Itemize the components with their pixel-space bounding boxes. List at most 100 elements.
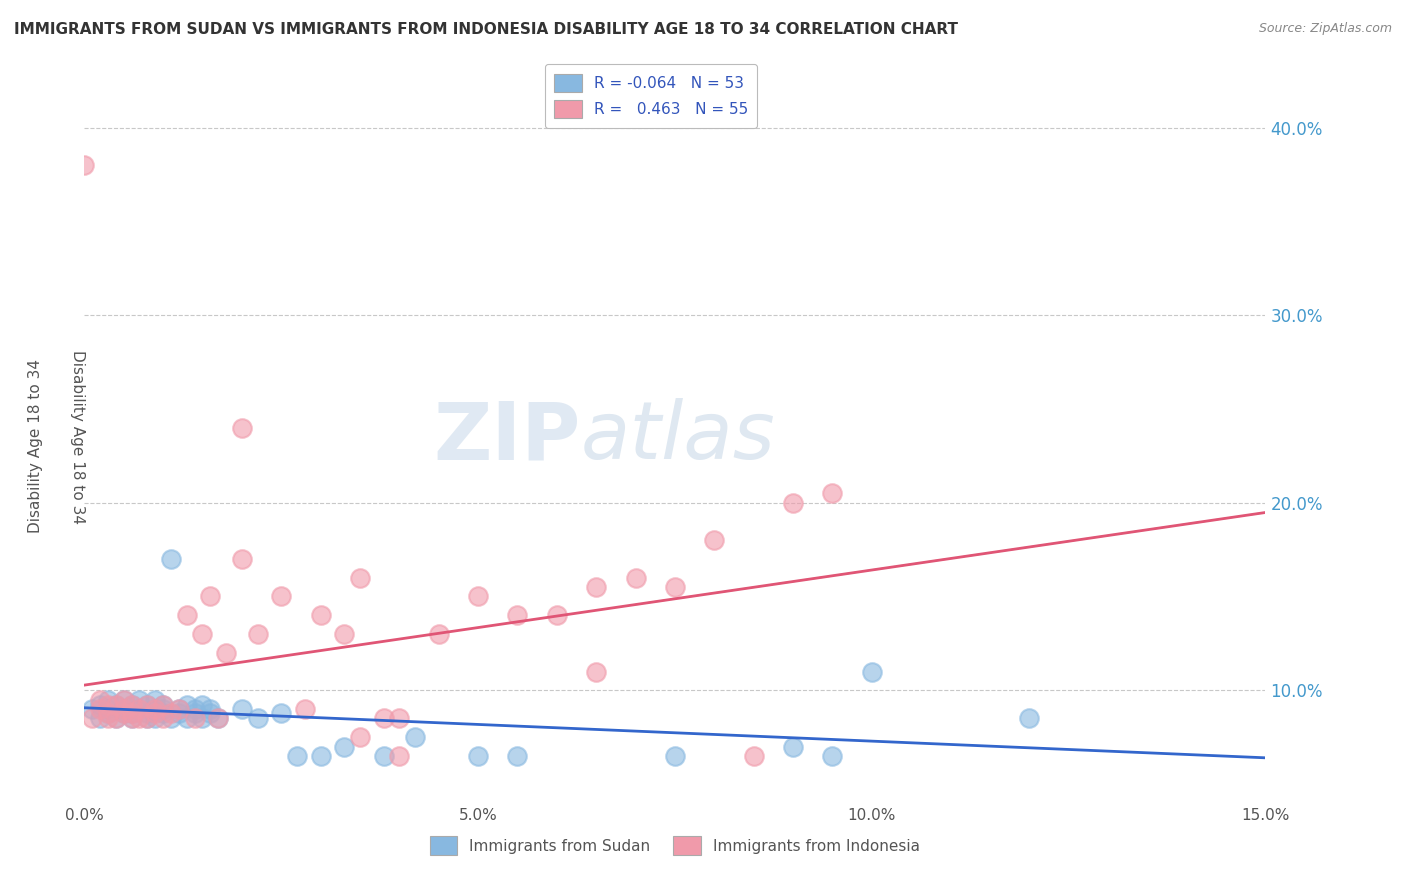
Legend: Immigrants from Sudan, Immigrants from Indonesia: Immigrants from Sudan, Immigrants from I… bbox=[423, 830, 927, 861]
Point bbox=[703, 533, 725, 548]
Point bbox=[176, 608, 198, 623]
Point bbox=[143, 692, 166, 706]
Point bbox=[160, 552, 183, 566]
Point bbox=[664, 748, 686, 763]
Point bbox=[89, 711, 111, 725]
Point bbox=[309, 748, 332, 763]
Point bbox=[104, 711, 127, 725]
Point bbox=[121, 698, 143, 713]
Point bbox=[349, 571, 371, 585]
Point bbox=[136, 711, 159, 725]
Point bbox=[467, 748, 489, 763]
Point bbox=[97, 692, 120, 706]
Point bbox=[506, 748, 529, 763]
Point bbox=[143, 711, 166, 725]
Point bbox=[104, 698, 127, 713]
Point bbox=[97, 711, 120, 725]
Point bbox=[215, 646, 238, 660]
Point bbox=[152, 711, 174, 725]
Point bbox=[136, 698, 159, 713]
Point bbox=[121, 706, 143, 720]
Point bbox=[860, 665, 883, 679]
Point bbox=[143, 702, 166, 716]
Point bbox=[191, 711, 214, 725]
Point bbox=[121, 706, 143, 720]
Point bbox=[176, 698, 198, 713]
Point bbox=[136, 698, 159, 713]
Point bbox=[624, 571, 647, 585]
Point bbox=[246, 627, 269, 641]
Point bbox=[1018, 711, 1040, 725]
Point bbox=[152, 702, 174, 716]
Point bbox=[585, 580, 607, 594]
Point bbox=[89, 698, 111, 713]
Point bbox=[373, 711, 395, 725]
Point bbox=[104, 698, 127, 713]
Point bbox=[112, 706, 135, 720]
Point bbox=[167, 702, 190, 716]
Point bbox=[112, 702, 135, 716]
Point bbox=[207, 711, 229, 725]
Point bbox=[191, 698, 214, 713]
Point bbox=[121, 711, 143, 725]
Point bbox=[207, 711, 229, 725]
Point bbox=[294, 702, 316, 716]
Point bbox=[97, 702, 120, 716]
Point bbox=[782, 739, 804, 754]
Point bbox=[309, 608, 332, 623]
Point bbox=[112, 706, 135, 720]
Point bbox=[427, 627, 450, 641]
Point bbox=[388, 711, 411, 725]
Point bbox=[373, 748, 395, 763]
Point bbox=[104, 711, 127, 725]
Point bbox=[160, 711, 183, 725]
Point bbox=[160, 706, 183, 720]
Point bbox=[128, 702, 150, 716]
Point bbox=[183, 706, 205, 720]
Point bbox=[270, 590, 292, 604]
Point bbox=[167, 702, 190, 716]
Point bbox=[136, 706, 159, 720]
Text: IMMIGRANTS FROM SUDAN VS IMMIGRANTS FROM INDONESIA DISABILITY AGE 18 TO 34 CORRE: IMMIGRANTS FROM SUDAN VS IMMIGRANTS FROM… bbox=[14, 22, 957, 37]
Point bbox=[546, 608, 568, 623]
Point bbox=[128, 711, 150, 725]
Point bbox=[136, 711, 159, 725]
Point bbox=[200, 590, 222, 604]
Text: Source: ZipAtlas.com: Source: ZipAtlas.com bbox=[1258, 22, 1392, 36]
Point bbox=[821, 748, 844, 763]
Point bbox=[200, 706, 222, 720]
Point bbox=[97, 706, 120, 720]
Point bbox=[333, 739, 356, 754]
Point bbox=[200, 702, 222, 716]
Point bbox=[467, 590, 489, 604]
Point bbox=[143, 702, 166, 716]
Point bbox=[152, 698, 174, 713]
Point bbox=[128, 692, 150, 706]
Point bbox=[183, 702, 205, 716]
Text: atlas: atlas bbox=[581, 398, 775, 476]
Point bbox=[506, 608, 529, 623]
Point bbox=[388, 748, 411, 763]
Point bbox=[404, 730, 426, 744]
Point bbox=[246, 711, 269, 725]
Point bbox=[152, 698, 174, 713]
Point bbox=[585, 665, 607, 679]
Point bbox=[112, 702, 135, 716]
Point bbox=[191, 627, 214, 641]
Point bbox=[333, 627, 356, 641]
Point bbox=[112, 692, 135, 706]
Text: ZIP: ZIP bbox=[433, 398, 581, 476]
Point bbox=[143, 706, 166, 720]
Point bbox=[821, 486, 844, 500]
Point bbox=[231, 552, 253, 566]
Point bbox=[231, 702, 253, 716]
Point bbox=[176, 711, 198, 725]
Point bbox=[121, 698, 143, 713]
Point bbox=[128, 702, 150, 716]
Text: Disability Age 18 to 34: Disability Age 18 to 34 bbox=[28, 359, 42, 533]
Point bbox=[664, 580, 686, 594]
Point bbox=[82, 711, 104, 725]
Point bbox=[82, 702, 104, 716]
Point bbox=[349, 730, 371, 744]
Point bbox=[73, 158, 96, 172]
